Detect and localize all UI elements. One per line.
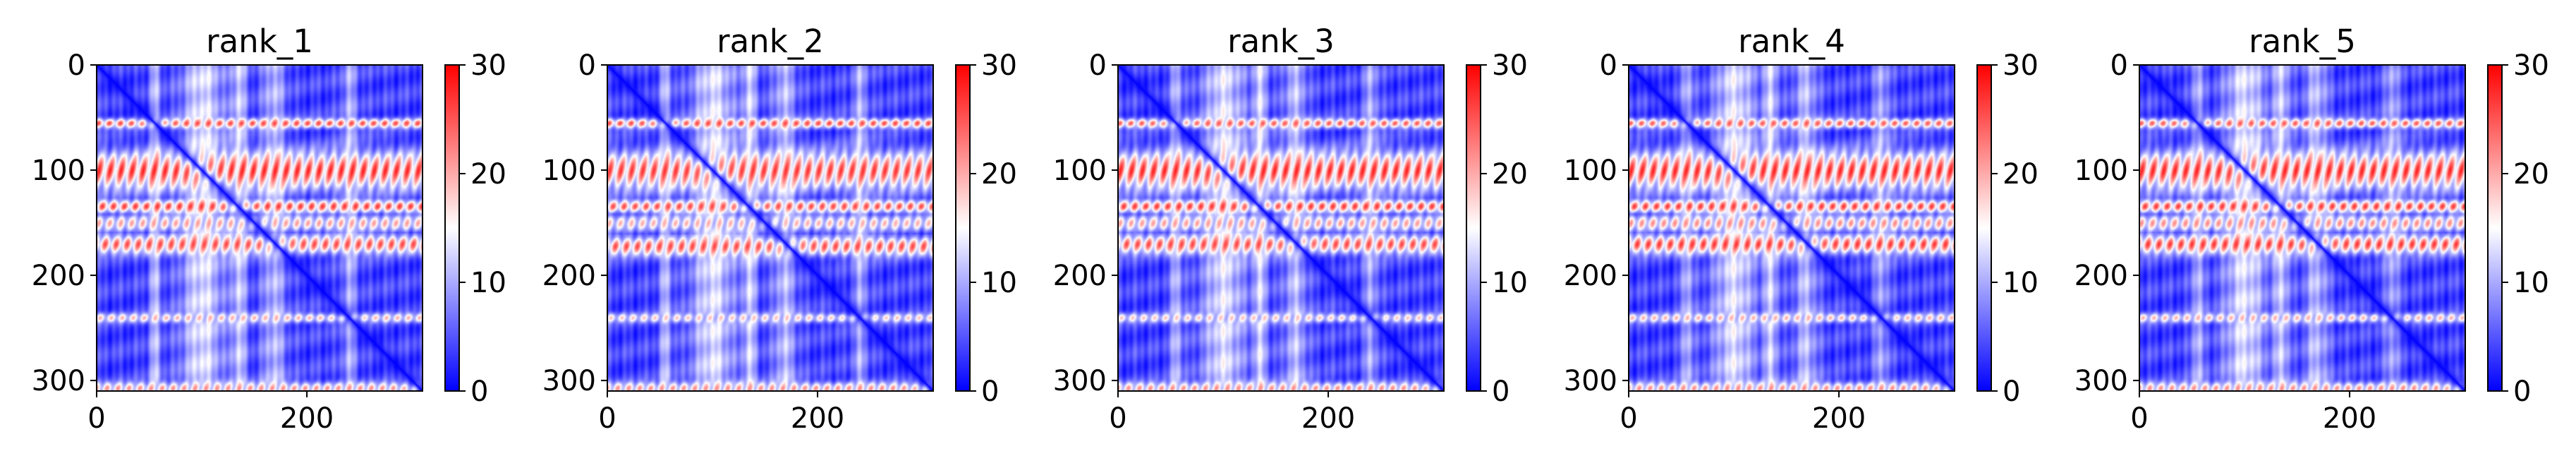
x-tick-label: 200 [1812,402,1866,435]
heatmap-cells [1629,65,1955,391]
panel-title: rank_1 [206,23,313,60]
colorbar-tick-label: 10 [2003,267,2039,299]
colorbar-tick-label: 20 [2003,158,2039,191]
colorbar-tick-label: 30 [2513,49,2549,82]
heatmap-frame [1628,64,1955,392]
heatmap-frame [96,64,423,392]
colorbar-tick-label: 0 [2513,375,2531,408]
panel-title: rank_2 [717,23,824,60]
heatmap-cells [1118,65,1444,391]
y-tick-label: 100 [1564,155,1617,187]
panel-title: rank_5 [2249,23,2356,60]
y-tick-label: 0 [2110,49,2128,82]
colorbar-tick-label: 0 [470,375,488,408]
x-tick-label: 0 [1620,402,1637,435]
y-tick-label: 0 [1600,49,1617,82]
colorbar [1466,64,1481,392]
y-tick-label: 300 [2074,365,2128,397]
x-tick-label: 200 [280,402,334,435]
colorbar-tick-label: 20 [470,158,506,191]
colorbar-tick-label: 20 [981,158,1017,191]
colorbar-tick-label: 0 [981,375,999,408]
y-tick-label: 300 [542,365,596,397]
y-tick-label: 0 [68,49,85,82]
heatmap-cells [607,65,933,391]
colorbar [2487,64,2503,392]
y-tick-label: 100 [542,155,596,187]
panel-title: rank_3 [1227,23,1335,60]
x-tick-label: 0 [87,402,105,435]
x-tick-label: 0 [598,402,616,435]
colorbar-tick-label: 10 [981,267,1017,299]
colorbar [1976,64,1992,392]
y-tick-label: 200 [2074,260,2128,292]
y-tick-label: 100 [32,155,85,187]
x-tick-label: 0 [2130,402,2148,435]
y-tick-label: 300 [1053,365,1107,397]
y-tick-label: 0 [1089,49,1107,82]
heatmap-frame [607,64,934,392]
y-tick-label: 200 [1564,260,1617,292]
colorbar [955,64,971,392]
x-tick-label: 200 [791,402,844,435]
y-tick-label: 200 [32,260,85,292]
colorbar-tick-label: 0 [1492,375,1509,408]
colorbar-tick-label: 30 [470,49,506,82]
y-tick-label: 100 [2074,155,2128,187]
y-tick-label: 300 [32,365,85,397]
colorbar-tick-label: 20 [1492,158,1528,191]
heatmap-cells [2139,65,2465,391]
colorbar [444,64,460,392]
colorbar-tick-label: 30 [2003,49,2039,82]
colorbar-tick-label: 20 [2513,158,2549,191]
y-tick-label: 0 [578,49,596,82]
heatmap-cells [97,65,423,391]
y-tick-label: 300 [1564,365,1617,397]
x-tick-label: 200 [2323,402,2376,435]
colorbar-tick-label: 30 [981,49,1017,82]
panel-title: rank_4 [1738,23,1845,60]
y-tick-label: 200 [1053,260,1107,292]
colorbar-tick-label: 10 [2513,267,2549,299]
colorbar-tick-label: 30 [1492,49,1528,82]
colorbar-tick-label: 10 [1492,267,1528,299]
heatmap-frame [2139,64,2466,392]
x-tick-label: 0 [1109,402,1126,435]
colorbar-tick-label: 10 [470,267,506,299]
y-tick-label: 200 [542,260,596,292]
colorbar-tick-label: 0 [2003,375,2020,408]
heatmap-frame [1117,64,1445,392]
y-tick-label: 100 [1053,155,1107,187]
x-tick-label: 200 [1301,402,1355,435]
